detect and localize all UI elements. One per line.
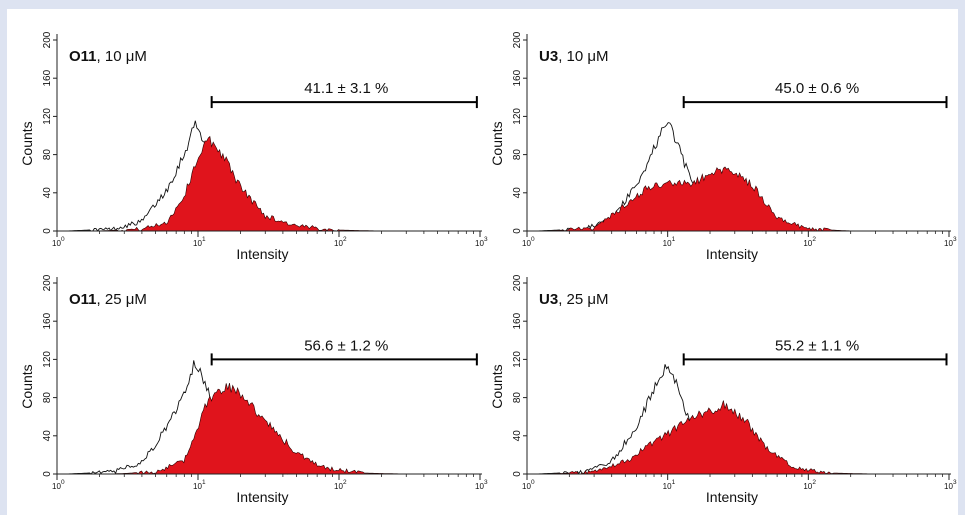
x-tick-label: 10 — [475, 239, 484, 248]
gate-percentage-label: 55.2 ± 1.1 % — [775, 337, 859, 354]
y-tick-label: 40 — [512, 187, 523, 199]
x-tick-label: 10 — [193, 482, 202, 491]
x-tick-label: 10 — [944, 239, 953, 248]
series-treated-area — [527, 400, 949, 475]
y-tick-label: 80 — [42, 392, 53, 404]
x-tick-exponent: 1 — [202, 479, 206, 486]
series-treated-area — [57, 383, 480, 475]
y-tick-label: 200 — [512, 31, 523, 48]
y-axis-title: Counts — [19, 121, 35, 165]
x-tick-exponent: 3 — [953, 236, 957, 243]
x-tick-label: 10 — [522, 482, 531, 491]
series-control-line — [57, 120, 480, 232]
x-tick-label: 10 — [522, 239, 531, 248]
gate-percentage-label: 45.0 ± 0.6 % — [775, 80, 859, 97]
gate-percentage-label: 56.6 ± 1.2 % — [304, 337, 388, 354]
x-tick-exponent: 0 — [531, 479, 535, 486]
panel-title-compound: U3 — [539, 291, 558, 308]
x-tick-label: 10 — [52, 239, 61, 248]
y-tick-label: 80 — [512, 392, 523, 404]
y-axis-title: Counts — [489, 121, 505, 165]
figure-frame: 0 40 80 120 160 200 10 0 10 1 10 2 10 3 Intensity Count… — [7, 9, 958, 515]
y-tick-label: 120 — [42, 351, 53, 368]
x-tick-exponent: 0 — [531, 236, 535, 243]
y-tick-label: 120 — [42, 108, 53, 125]
x-tick-label: 10 — [944, 482, 953, 491]
x-axis-title: Intensity — [236, 489, 288, 505]
panel-title-concentration: , 10 μM — [97, 48, 147, 65]
x-tick-exponent: 2 — [812, 479, 816, 486]
y-tick-label: 40 — [512, 430, 523, 442]
x-tick-label: 10 — [334, 239, 343, 248]
y-tick-label: 80 — [42, 149, 53, 161]
panel-title-concentration: , 25 μM — [97, 291, 147, 308]
y-tick-label: 120 — [512, 351, 523, 368]
x-tick-exponent: 1 — [202, 236, 206, 243]
x-tick-exponent: 0 — [61, 236, 65, 243]
series-treated-area — [527, 166, 949, 232]
y-tick-label: 200 — [42, 31, 53, 48]
panel-title: O11, 10 μM — [69, 48, 147, 65]
y-tick-label: 40 — [42, 430, 53, 442]
y-tick-label: 200 — [512, 274, 523, 291]
x-tick-label: 10 — [663, 239, 672, 248]
series-treated-area — [57, 135, 480, 232]
x-axis-title: Intensity — [706, 246, 758, 262]
panel-title: U3, 25 μM — [539, 291, 609, 308]
panel-title: U3, 10 μM — [539, 48, 609, 65]
y-tick-label: 160 — [42, 69, 53, 86]
x-tick-exponent: 3 — [484, 479, 488, 486]
x-tick-exponent: 1 — [672, 479, 676, 486]
x-tick-exponent: 3 — [953, 479, 957, 486]
x-tick-exponent: 2 — [812, 236, 816, 243]
x-tick-label: 10 — [803, 482, 812, 491]
y-tick-label: 80 — [512, 149, 523, 161]
x-tick-exponent: 2 — [343, 236, 347, 243]
gate-percentage-label: 41.1 ± 3.1 % — [304, 80, 388, 97]
x-tick-exponent: 2 — [343, 479, 347, 486]
panel-title-concentration: , 10 μM — [558, 48, 608, 65]
y-tick-label: 0 — [512, 228, 523, 234]
y-tick-label: 0 — [42, 228, 53, 234]
x-axis-title: Intensity — [706, 489, 758, 505]
panel-title-compound: U3 — [539, 48, 558, 65]
x-axis-title: Intensity — [236, 246, 288, 262]
x-tick-exponent: 3 — [484, 236, 488, 243]
panel-title: O11, 25 μM — [69, 291, 147, 308]
panel-title-compound: O11 — [69, 291, 97, 308]
x-tick-label: 10 — [475, 482, 484, 491]
panel-title-compound: O11 — [69, 48, 97, 65]
x-tick-label: 10 — [803, 239, 812, 248]
x-tick-exponent: 1 — [672, 236, 676, 243]
x-tick-exponent: 0 — [61, 479, 65, 486]
x-tick-label: 10 — [663, 482, 672, 491]
x-tick-label: 10 — [334, 482, 343, 491]
y-tick-label: 160 — [42, 312, 53, 329]
y-tick-label: 40 — [42, 187, 53, 199]
y-tick-label: 160 — [512, 312, 523, 329]
y-tick-label: 120 — [512, 108, 523, 125]
x-tick-label: 10 — [52, 482, 61, 491]
y-tick-label: 0 — [512, 471, 523, 477]
y-tick-label: 200 — [42, 274, 53, 291]
panel-title-concentration: , 25 μM — [558, 291, 608, 308]
y-axis-title: Counts — [19, 364, 35, 408]
x-tick-label: 10 — [193, 239, 202, 248]
y-axis-title: Counts — [489, 364, 505, 408]
y-tick-label: 0 — [42, 471, 53, 477]
y-tick-label: 160 — [512, 69, 523, 86]
